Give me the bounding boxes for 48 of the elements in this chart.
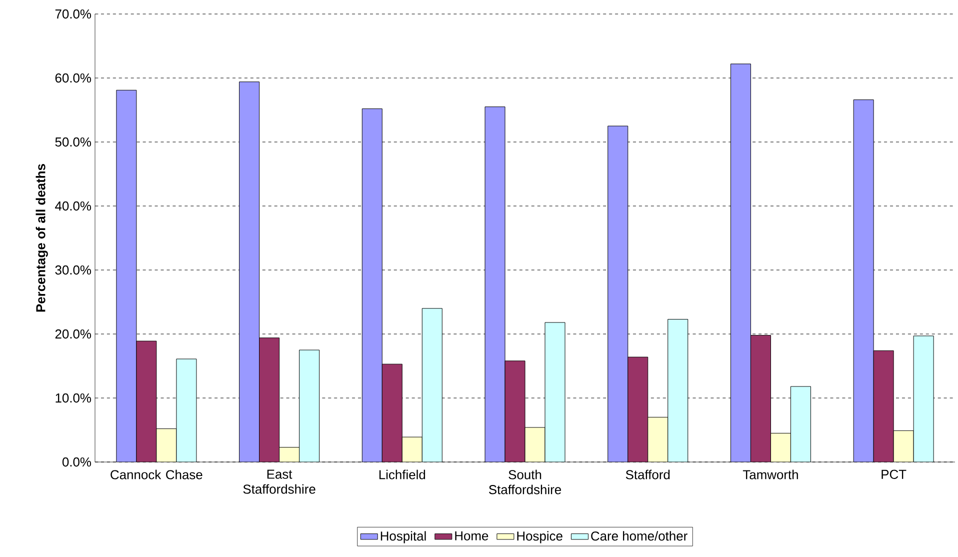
bar bbox=[422, 308, 442, 462]
bar bbox=[770, 433, 791, 462]
bar bbox=[485, 106, 506, 462]
x-tick-label: East Staffordshire bbox=[243, 470, 316, 494]
bar bbox=[136, 341, 156, 462]
x-tick-label: South Staffordshire bbox=[489, 470, 562, 494]
y-tick-label: 50.0% bbox=[55, 137, 92, 147]
legend-label: Hospice bbox=[517, 531, 562, 544]
legend-label: Care home/other bbox=[591, 531, 688, 541]
legend-label: Home bbox=[455, 531, 488, 540]
bar bbox=[628, 357, 648, 462]
bar bbox=[750, 335, 771, 462]
bar bbox=[648, 417, 668, 462]
bar bbox=[873, 350, 894, 462]
y-tick-label: 70.0% bbox=[55, 9, 92, 19]
y-tick-label: 60.0% bbox=[55, 73, 92, 83]
bar bbox=[382, 364, 402, 462]
bar bbox=[790, 386, 811, 462]
bar bbox=[525, 427, 546, 462]
bar bbox=[299, 350, 320, 462]
bar bbox=[362, 108, 382, 462]
y-tick-label: 0.0% bbox=[62, 457, 92, 467]
x-tick-label: PCT bbox=[882, 470, 906, 479]
bar bbox=[913, 336, 934, 462]
bar bbox=[608, 126, 628, 462]
bar bbox=[176, 358, 196, 462]
x-tick-label: Tamworth bbox=[742, 470, 798, 480]
x-tick-label: Cannock Chase bbox=[110, 470, 202, 480]
bar bbox=[239, 82, 260, 462]
bar bbox=[853, 100, 874, 462]
y-tick-label: 30.0% bbox=[55, 265, 92, 275]
bar bbox=[259, 338, 280, 462]
bar bbox=[545, 322, 566, 462]
y-tick-label: 20.0% bbox=[55, 329, 92, 339]
bar bbox=[279, 447, 300, 462]
legend-label: Hospital bbox=[380, 531, 426, 544]
bar bbox=[505, 360, 526, 462]
bar bbox=[116, 90, 136, 462]
x-tick-label: Lichfield bbox=[379, 470, 426, 480]
bar bbox=[893, 430, 914, 462]
y-tick-label: 40.0% bbox=[55, 201, 92, 211]
x-tick-label: Stafford bbox=[626, 470, 670, 480]
bar bbox=[156, 428, 176, 462]
bar bbox=[668, 319, 688, 462]
y-axis-title: Percentage of all deaths bbox=[36, 164, 48, 312]
y-tick-label: 10.0% bbox=[56, 393, 92, 403]
bar bbox=[402, 437, 422, 462]
bar bbox=[730, 64, 751, 462]
